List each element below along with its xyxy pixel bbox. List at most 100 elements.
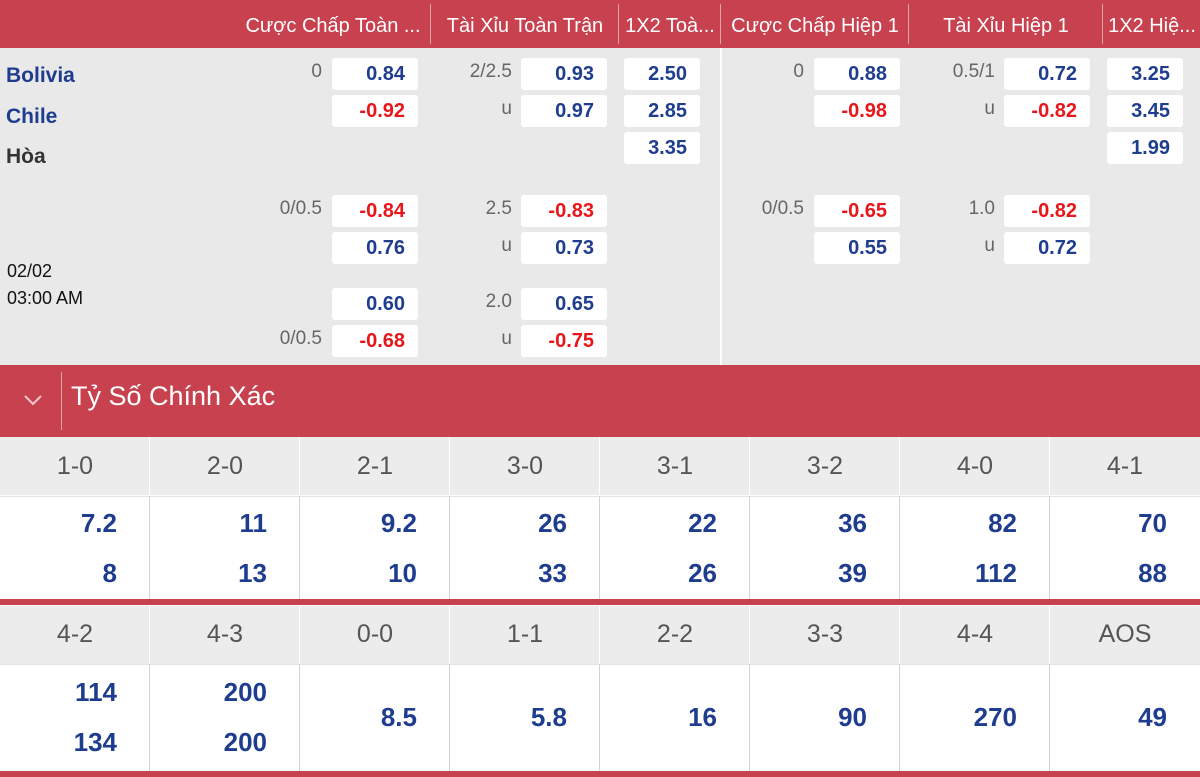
value-col-separator	[299, 496, 300, 599]
value-col-separator	[1049, 496, 1050, 599]
odds-ft-1x2[interactable]: 2.50	[624, 58, 700, 90]
market-header-5[interactable]: Tài Xỉu Hiệp 1	[943, 15, 1069, 37]
score-label: 2-1	[356, 452, 394, 480]
odds-ft-hdp[interactable]: -0.84	[332, 195, 418, 227]
odds-line-ft-ou-line: u	[501, 235, 512, 256]
score-odds[interactable]: 5.8	[530, 702, 567, 732]
score-col-separator	[299, 606, 300, 664]
row-divider	[0, 496, 1200, 497]
market-header-3[interactable]: 1X2 Toà...	[625, 15, 715, 37]
score-odds-home[interactable]: 200	[223, 677, 267, 707]
score-odds[interactable]: 270	[973, 702, 1017, 732]
odds-h1-ou[interactable]: 0.72	[1004, 232, 1090, 264]
odds-ft-1x2[interactable]: 3.35	[624, 132, 700, 164]
odds-ft-ou[interactable]: -0.83	[521, 195, 607, 227]
score-col-separator	[149, 437, 150, 495]
header-separator	[618, 4, 619, 44]
score-odds-away[interactable]: 112	[975, 558, 1017, 588]
score-odds-home[interactable]: 70	[1138, 508, 1167, 538]
odds-ft-hdp[interactable]: 0.76	[332, 232, 418, 264]
odds-h1-hdp[interactable]: 0.55	[814, 232, 900, 264]
score-odds-away[interactable]: 39	[838, 558, 867, 588]
score-odds-away[interactable]: 13	[238, 558, 267, 588]
market-header-1[interactable]: Cược Chấp Toàn ...	[245, 15, 421, 37]
odds-line-ft-hdp-line: 0/0.5	[279, 328, 322, 349]
odds-line-ft-ou-line: 2/2.5	[469, 61, 512, 82]
score-odds[interactable]: 16	[688, 702, 717, 732]
odds-ft-hdp[interactable]: -0.68	[332, 325, 418, 357]
odds-h1-1x2[interactable]: 3.25	[1107, 58, 1183, 90]
score-label: 3-2	[806, 452, 844, 480]
odds-ft-ou[interactable]: 0.73	[521, 232, 607, 264]
value-col-separator	[899, 496, 900, 599]
score-odds-home[interactable]: 36	[838, 508, 867, 538]
score-odds-away[interactable]: 26	[688, 558, 717, 588]
odds-h1-ou[interactable]: -0.82	[1004, 95, 1090, 127]
score-odds[interactable]: 8.5	[380, 702, 417, 732]
odds-h1-hdp[interactable]: -0.98	[814, 95, 900, 127]
header-separator	[720, 4, 721, 44]
score-odds-away[interactable]: 8	[102, 558, 117, 588]
odds-h1-1x2[interactable]: 3.45	[1107, 95, 1183, 127]
odds-ft-hdp[interactable]: 0.60	[332, 288, 418, 320]
score-label: 2-2	[656, 620, 694, 648]
odds-line-ft-hdp-line: 0	[311, 61, 322, 82]
score-odds-away[interactable]: 134	[73, 727, 117, 757]
score-odds[interactable]: 90	[838, 702, 867, 732]
score-odds-away[interactable]: 10	[388, 558, 417, 588]
score-col-separator	[449, 437, 450, 495]
market-header-2[interactable]: Tài Xỉu Toàn Trận	[446, 15, 604, 37]
score-odds-home[interactable]: 26	[538, 508, 567, 538]
score-col-separator	[899, 437, 900, 495]
score-odds-home[interactable]: 9.2	[380, 508, 417, 538]
odds-ft-ou[interactable]: -0.75	[521, 325, 607, 357]
score-odds[interactable]: 49	[1138, 702, 1167, 732]
score-label: 4-2	[56, 620, 94, 648]
correct-score-title: Tỷ Số Chính Xác	[71, 381, 276, 411]
odds-line-h1-hdp-line: 0	[793, 61, 804, 82]
score-odds-home[interactable]: 114	[75, 677, 117, 707]
score-col-separator	[449, 606, 450, 664]
odds-line-h1-ou-line: 1.0	[968, 198, 995, 219]
score-col-separator	[749, 606, 750, 664]
odds-h1-1x2[interactable]: 1.99	[1107, 132, 1183, 164]
value-col-separator	[749, 496, 750, 599]
odds-line-h1-hdp-line: 0/0.5	[761, 198, 804, 219]
score-label: 2-0	[206, 452, 244, 480]
score-odds-away[interactable]: 200	[223, 727, 267, 757]
score-header-row-1	[0, 437, 1200, 495]
correct-score-header[interactable]	[0, 365, 1200, 437]
score-odds-home[interactable]: 11	[239, 508, 268, 538]
score-label: AOS	[1098, 620, 1152, 648]
odds-h1-ou[interactable]: -0.82	[1004, 195, 1090, 227]
odds-ft-ou[interactable]: 0.97	[521, 95, 607, 127]
score-odds-away[interactable]: 88	[1138, 558, 1167, 588]
chevron-down-icon[interactable]	[18, 385, 48, 415]
match-date: 02/02	[7, 261, 53, 281]
score-label: 3-1	[656, 452, 694, 480]
score-odds-home[interactable]: 82	[988, 508, 1017, 538]
value-col-separator	[599, 496, 600, 599]
odds-ft-hdp[interactable]: 0.84	[332, 58, 418, 90]
value-col-separator	[599, 664, 600, 771]
draw-label: Hòa	[6, 145, 46, 168]
market-header-6[interactable]: 1X2 Hiệ...	[1108, 15, 1196, 37]
score-odds-home[interactable]: 22	[688, 508, 717, 538]
odds-ft-hdp[interactable]: -0.92	[332, 95, 418, 127]
value-col-separator	[899, 664, 900, 771]
odds-ft-1x2[interactable]: 2.85	[624, 95, 700, 127]
score-odds-away[interactable]: 33	[538, 558, 567, 588]
away-team-name[interactable]: Chile	[6, 105, 58, 128]
odds-ft-ou[interactable]: 0.93	[521, 58, 607, 90]
odds-ft-ou[interactable]: 0.65	[521, 288, 607, 320]
score-label: 4-1	[1106, 452, 1144, 480]
market-header-4[interactable]: Cược Chấp Hiệp 1	[731, 15, 899, 37]
odds-h1-hdp[interactable]: -0.65	[814, 195, 900, 227]
home-team-name[interactable]: Bolivia	[6, 64, 75, 87]
score-odds-home[interactable]: 7.2	[80, 508, 117, 538]
score-label: 4-4	[956, 620, 994, 648]
score-label: 4-3	[206, 620, 244, 648]
odds-h1-ou[interactable]: 0.72	[1004, 58, 1090, 90]
odds-h1-hdp[interactable]: 0.88	[814, 58, 900, 90]
